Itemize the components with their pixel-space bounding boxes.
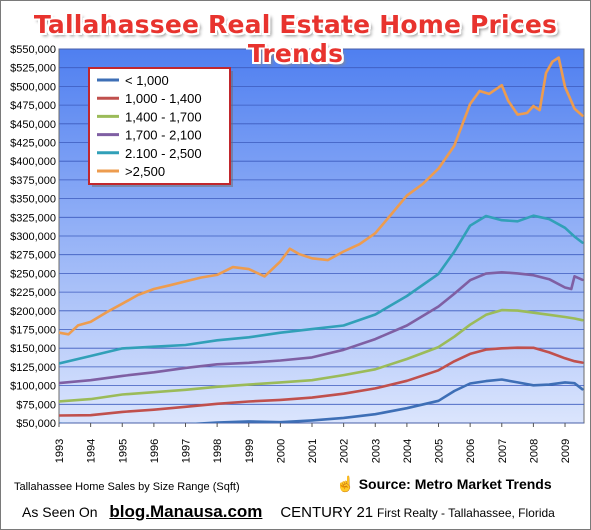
x-tick-label: 2005 — [434, 439, 446, 463]
hand-pointer-icon: ☝ — [336, 476, 355, 493]
legend-label: < 1,000 — [125, 73, 169, 88]
y-tick-label: $550,000 — [10, 44, 56, 56]
source-text: Source: Metro Market Trends — [358, 476, 552, 492]
series-line — [59, 308, 584, 403]
y-tick-label: $450,000 — [10, 119, 56, 131]
legend-label: >2,500 — [125, 164, 165, 179]
x-tick-label: 1994 — [86, 439, 98, 463]
legend-label: 1,400 - 1,700 — [125, 109, 202, 124]
source-credit: ☝ Source: Metro Market Trends — [336, 475, 552, 493]
x-tick-label: 1999 — [244, 439, 256, 463]
y-tick-label: $250,000 — [10, 268, 56, 280]
y-tick-label: $525,000 — [10, 63, 56, 75]
y-tick-label: $100,000 — [10, 381, 56, 393]
x-tick-label: 1998 — [212, 439, 224, 463]
y-tick-label: $125,000 — [10, 362, 56, 374]
legend-box — [88, 67, 231, 185]
series-line — [59, 378, 584, 423]
y-tick-label: $200,000 — [10, 306, 56, 318]
blog-link[interactable]: blog.Manausa.com — [109, 502, 263, 521]
x-tick-label: 1993 — [54, 439, 66, 463]
brand-name: CENTURY 21 — [280, 504, 374, 521]
y-tick-label: $475,000 — [10, 100, 56, 112]
footer-line: As Seen On blog.Manausa.com CENTURY 21 F… — [22, 502, 555, 522]
y-tick-label: $400,000 — [10, 156, 56, 168]
y-tick-label: $425,000 — [10, 138, 56, 150]
chart-caption: Tallahassee Home Sales by Size Range (Sq… — [14, 481, 240, 493]
legend: < 1,000 1,000 - 1,400 1,400 - 1,700 1,700 -… — [88, 67, 233, 187]
y-tick-label: $275,000 — [10, 250, 56, 262]
y-tick-label: $500,000 — [10, 81, 56, 93]
x-tick-label: 2004 — [402, 439, 414, 463]
x-tick-label: 2002 — [339, 439, 351, 463]
x-tick-label: 2008 — [528, 439, 540, 463]
x-axis: 1993 1994 1995 1996 1997 1998 1999 2000 2001 2002… — [54, 423, 572, 463]
series-line — [59, 214, 584, 365]
series-line — [59, 56, 584, 336]
y-tick-label: $225,000 — [10, 287, 56, 299]
x-tick-label: 2000 — [275, 439, 287, 463]
y-tick-label: $375,000 — [10, 175, 56, 187]
series-lines — [59, 56, 584, 423]
y-tick-label: $175,000 — [10, 325, 56, 337]
x-tick-label: 1995 — [117, 439, 129, 463]
as-seen-on-text: As Seen On — [22, 504, 98, 520]
x-tick-label: 2006 — [465, 439, 477, 463]
y-tick-label: $75,000 — [16, 399, 56, 411]
x-tick-label: 2007 — [497, 439, 509, 463]
x-tick-label: 1996 — [149, 439, 161, 463]
chart-title: Tallahassee Real Estate Home Prices Tren… — [33, 10, 558, 68]
y-axis: $50,000 $75,000 $100,000 $125,000 $150,000 $1… — [10, 44, 56, 430]
y-tick-label: $300,000 — [10, 231, 56, 243]
x-tick-label: 1997 — [181, 439, 193, 463]
brand-detail: First Realty - Tallahassee, Florida — [377, 506, 555, 520]
x-tick-label: 2001 — [307, 439, 319, 463]
series-line — [59, 346, 584, 417]
x-tick-label: 2003 — [370, 439, 382, 463]
y-tick-label: $50,000 — [16, 418, 56, 430]
legend-label: 1,700 - 2,100 — [125, 128, 202, 143]
legend-label: 1,000 - 1,400 — [125, 91, 202, 106]
y-tick-label: $350,000 — [10, 194, 56, 206]
legend-label: 2.100 - 2,500 — [125, 146, 202, 161]
series-line — [59, 271, 584, 385]
y-tick-label: $150,000 — [10, 343, 56, 355]
x-tick-label: 2009 — [560, 439, 572, 463]
y-tick-label: $325,000 — [10, 212, 56, 224]
